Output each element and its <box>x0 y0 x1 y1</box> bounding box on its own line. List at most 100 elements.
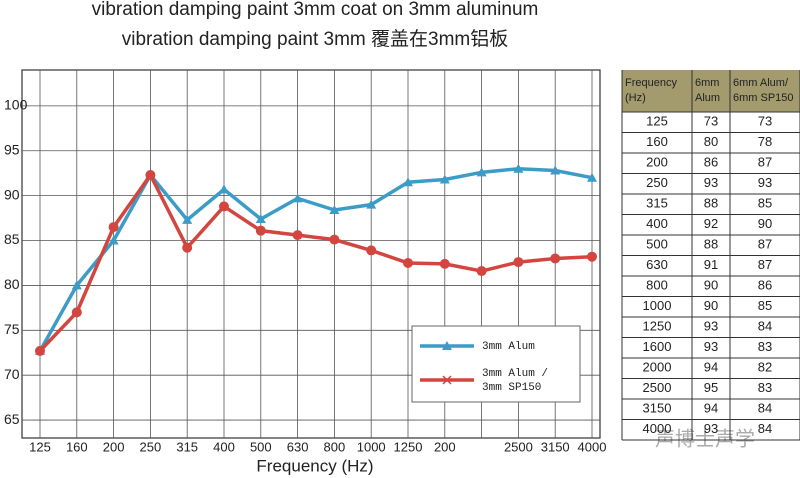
marker <box>439 258 450 269</box>
marker <box>35 345 45 356</box>
table-header: 6mm SP150 <box>733 92 794 104</box>
table-cell: 1250 <box>643 319 672 334</box>
table-cell: 500 <box>646 237 668 252</box>
table-cell: 80 <box>704 134 718 149</box>
table-cell: 95 <box>704 380 718 395</box>
x-tick-label: 800 <box>324 439 346 454</box>
marker <box>219 201 229 212</box>
plot-frame <box>21 69 601 439</box>
x-tick-label: 1250 <box>394 439 423 454</box>
table-cell: 90 <box>704 278 718 293</box>
x-tick-label: 630 <box>287 439 309 454</box>
table-cell: 250 <box>646 175 668 190</box>
table-header: 6mm <box>695 77 719 89</box>
table-cell: 94 <box>704 360 718 375</box>
table-cell: 90 <box>704 298 718 313</box>
y-tick-label: 75 <box>4 321 20 337</box>
table-header: 6mm Alum/ <box>733 77 789 89</box>
x-tick-label: 125 <box>29 439 51 454</box>
table-cell: 83 <box>758 380 772 395</box>
y-tick-label: 90 <box>4 186 20 202</box>
legend-marker <box>442 341 452 350</box>
table-cell: 93 <box>704 339 718 354</box>
legend-marker <box>442 375 452 385</box>
marker <box>329 205 340 215</box>
table-cell: 93 <box>704 175 718 190</box>
marker <box>550 253 561 264</box>
marker <box>292 193 303 203</box>
marker <box>587 251 597 262</box>
table-cell: 83 <box>758 339 772 354</box>
table-cell: 87 <box>758 155 772 170</box>
x-tick-label: 200 <box>434 439 456 454</box>
table-header: Frequency <box>625 77 677 89</box>
table-cell: 93 <box>704 319 718 334</box>
table-cell: 84 <box>758 421 772 436</box>
y-tick-label: 85 <box>4 231 20 247</box>
table-cell: 125 <box>646 114 668 129</box>
table-header: (Hz) <box>625 92 646 104</box>
marker <box>403 177 413 187</box>
marker <box>71 280 82 290</box>
marker <box>292 230 303 241</box>
title-line: vibration damping paint 3mm 覆盖在3mm铝板 <box>122 28 508 50</box>
legend-label: 3mm Alum /3mm SP150 <box>482 368 548 394</box>
marker <box>71 307 82 318</box>
marker <box>476 167 487 177</box>
marker <box>145 170 156 181</box>
table-cell: 85 <box>758 298 772 313</box>
marker <box>366 199 377 209</box>
line <box>38 166 593 352</box>
marker <box>587 172 597 182</box>
table-cell: 84 <box>758 401 772 416</box>
x-axis-label: Frequency (Hz) <box>256 456 373 475</box>
legend-box <box>411 325 581 403</box>
table-cell: 73 <box>704 114 718 129</box>
table-cell: 87 <box>758 257 772 272</box>
y-tick-label: 80 <box>4 276 20 292</box>
x-tick-label: 315 <box>176 439 198 454</box>
marker <box>255 213 266 223</box>
y-tick-label: 65 <box>4 411 20 427</box>
x-tick-label: 2500 <box>504 439 533 454</box>
marker <box>550 165 561 175</box>
table-cell: 88 <box>704 196 718 211</box>
marker <box>366 245 377 256</box>
table-cell: 73 <box>758 114 772 129</box>
table-cell: 94 <box>704 401 718 416</box>
table-cell: 88 <box>704 237 718 252</box>
marker <box>476 266 487 277</box>
table-cell: 93 <box>704 421 718 436</box>
marker <box>513 163 524 173</box>
marker <box>108 222 119 233</box>
table-cell: 1600 <box>643 339 672 354</box>
y-tick-label: 95 <box>4 141 20 157</box>
table-cell: 82 <box>758 360 772 375</box>
table-cell: 84 <box>758 319 772 334</box>
table-header-bg <box>622 70 800 112</box>
table-cell: 400 <box>646 216 668 231</box>
table-cell: 92 <box>704 216 718 231</box>
x-tick-label: 4000 <box>578 439 607 454</box>
table-cell: 160 <box>646 134 668 149</box>
line <box>38 171 593 353</box>
marker <box>255 225 266 236</box>
table-cell: 90 <box>758 216 772 231</box>
table-cell: 91 <box>704 257 718 272</box>
marker <box>403 257 413 268</box>
x-tick-label: 160 <box>66 439 88 454</box>
table-header: Alum <box>695 92 720 104</box>
table-cell: 4000 <box>643 421 672 436</box>
legend-label: 3mm Alum <box>482 341 535 353</box>
table-cell: 1000 <box>643 298 672 313</box>
table-cell: 85 <box>758 196 772 211</box>
x-tick-label: 400 <box>213 439 235 454</box>
title-line: vibration damping paint 3mm coat on 3mm … <box>92 0 539 20</box>
table-cell: 78 <box>758 134 772 149</box>
table-cell: 93 <box>758 175 772 190</box>
marker <box>329 234 340 245</box>
x-tick-label: 3150 <box>541 439 570 454</box>
table-cell: 315 <box>646 196 668 211</box>
x-tick-label: 500 <box>250 439 272 454</box>
